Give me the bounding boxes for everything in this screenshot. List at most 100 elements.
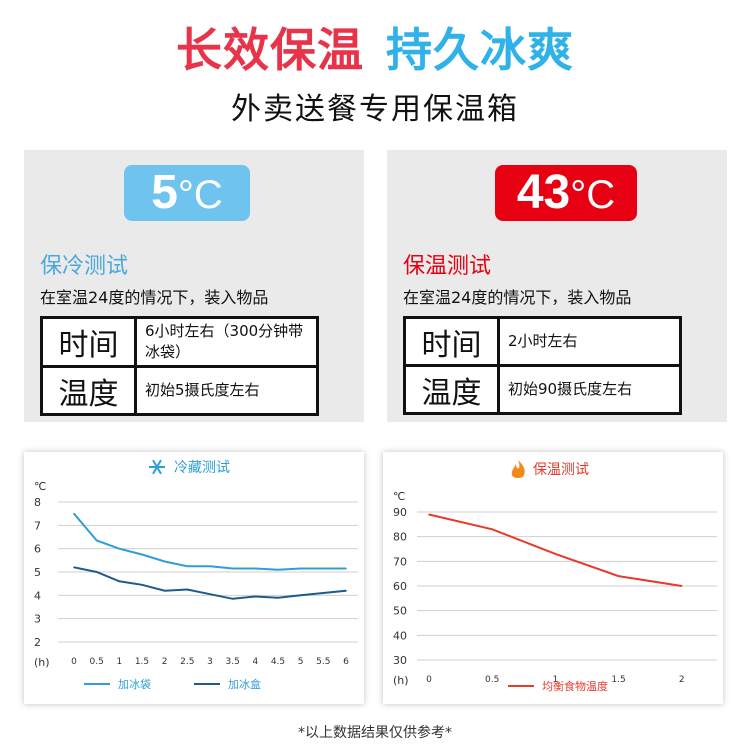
legend-label: 加冰盒 [228,677,261,691]
x-tick-label: 3 [207,657,213,667]
data-point [617,575,620,577]
x-tick-label: 2 [162,657,168,667]
y-tick-label: 50 [393,605,407,618]
data-point [95,571,98,573]
cold-temp-value: 5 [151,166,178,219]
table-row: 温度 初始5摄氏度左右 [40,365,319,416]
warm-test-table: 时间 2小时左右 温度 初始90摄氏度左右 [403,316,682,415]
snowflake-icon [149,459,165,475]
warm-chart-card: 保温测试 ℃ 30 40 50 60 70 80 90 0 0.5 1 1.5 2 (h) 均衡食物温度 [383,452,723,704]
x-tick-label: 5 [298,657,304,667]
data-point [299,594,302,597]
data-point [254,595,257,598]
x-tick-label: 1 [116,657,122,667]
data-point [163,560,166,563]
chart-title: 冷藏测试 [174,460,230,476]
data-point [254,567,257,570]
table-row: 时间 6小时左右（300分钟带冰袋） [40,316,319,368]
headline-long-lasting-warm: 长效保温 [176,23,364,77]
warm-test-title: 保温测试 [403,254,492,279]
y-tick-label: 90 [393,506,407,519]
data-point [345,589,347,592]
series-line-1 [428,513,682,587]
y-tick-label: 2 [34,636,41,649]
data-point [118,580,121,583]
data-point [118,547,121,550]
x-tick-label: 2 [679,675,685,685]
y-tick-label: 7 [34,519,41,532]
cold-time-value: 6小时左右（300分钟带冰袋） [134,316,319,368]
x-tick-label: 1.5 [611,675,625,685]
y-tick-label: 4 [34,589,41,602]
data-point [141,584,143,586]
x-tick-label: 3.5 [226,657,240,667]
y-tick-label: 3 [34,613,41,626]
cold-temp-unit: °C [177,173,223,217]
cold-test-condition: 在室温24度的情况下，装入物品 [40,288,269,307]
data-point [277,568,279,571]
y-tick-label: 30 [393,654,407,667]
data-point [231,567,234,570]
legend-label: 均衡食物温度 [542,679,608,693]
chart-title: 保温测试 [533,462,589,478]
data-point [209,593,211,595]
data-point [277,596,279,599]
data-point [73,512,75,515]
warm-temp-badge: 43°C [495,165,637,221]
cold-time-label: 时间 [40,316,137,368]
x-axis-unit: (h) [393,674,409,687]
x-tick-label: 1.5 [135,657,149,667]
y-tick-label: 5 [34,566,41,579]
cold-temperature-value: 初始5摄氏度左右 [134,365,319,416]
data-point [209,565,211,567]
data-point [680,585,683,587]
x-tick-label: 2.5 [180,657,194,667]
y-tick-label: 70 [393,555,407,568]
y-axis-unit: ℃ [393,490,405,503]
x-tick-label: 5.5 [316,657,330,667]
x-tick-label: 1 [552,675,558,685]
warm-temperature-value: 初始90摄氏度左右 [497,364,682,415]
cold-temp-badge: 5°C [124,165,250,221]
x-axis-unit: (h) [34,656,50,669]
page-subtitle: 外卖送餐专用保温箱 [231,92,519,127]
data-point [491,528,493,531]
data-point [322,592,325,594]
warm-temperature-label: 温度 [403,364,500,415]
cold-storage-chart: 冷藏测试 ℃ 2 3 4 5 6 7 8 0 0.5 1 1.5 2 2.5 3 3.5 4 4.5 5 5.5 6 (h)… [34,459,358,691]
x-tick-label: 6 [343,657,349,667]
warm-test-panel: 43°C 保温测试 在室温24度的情况下，装入物品 时间 2小时左右 温度 初始… [387,150,727,422]
data-point [186,565,189,567]
cold-chart-card: 冷藏测试 ℃ 2 3 4 5 6 7 8 0 0.5 1 1.5 2 2.5 3 3.5 4 4.5 5 5.5 6 (h)… [24,452,364,704]
y-axis-unit: ℃ [34,480,46,493]
y-tick-label: 6 [34,543,41,556]
x-tick-label: 0.5 [90,657,104,667]
warm-test-condition: 在室温24度的情况下，装入物品 [403,288,632,307]
x-tick-label: 4.5 [271,657,285,667]
data-point [141,553,143,556]
data-point [163,589,166,592]
y-tick-label: 80 [393,531,407,544]
series-line-1 [73,513,346,571]
data-point [95,539,98,542]
data-point [428,513,430,516]
y-tick-label: 8 [34,496,41,509]
table-row: 时间 2小时左右 [403,316,682,367]
data-point [186,588,189,591]
warm-keeping-chart: 保温测试 ℃ 30 40 50 60 70 80 90 0 0.5 1 1.5 2 (h) 均衡食物温度 [393,460,717,693]
cold-temperature-label: 温度 [40,365,137,416]
x-tick-label: 0 [426,675,432,685]
warm-time-label: 时间 [403,316,500,367]
cold-test-panel: 5°C 保冷测试 在室温24度的情况下，装入物品 时间 6小时左右（300分钟带… [24,150,364,422]
warm-time-value: 2小时左右 [497,316,682,367]
data-point [322,567,325,570]
legend-label: 加冰袋 [118,677,151,691]
flame-icon [511,460,525,478]
data-point [345,567,347,570]
data-point [231,598,234,600]
warm-temp-value: 43 [516,166,571,219]
footnote: *以上数据结果仅供参考* [298,725,452,741]
headline: 长效保温 持久冰爽 [0,14,750,77]
warm-temp-unit: °C [570,173,616,217]
data-point [73,566,75,569]
